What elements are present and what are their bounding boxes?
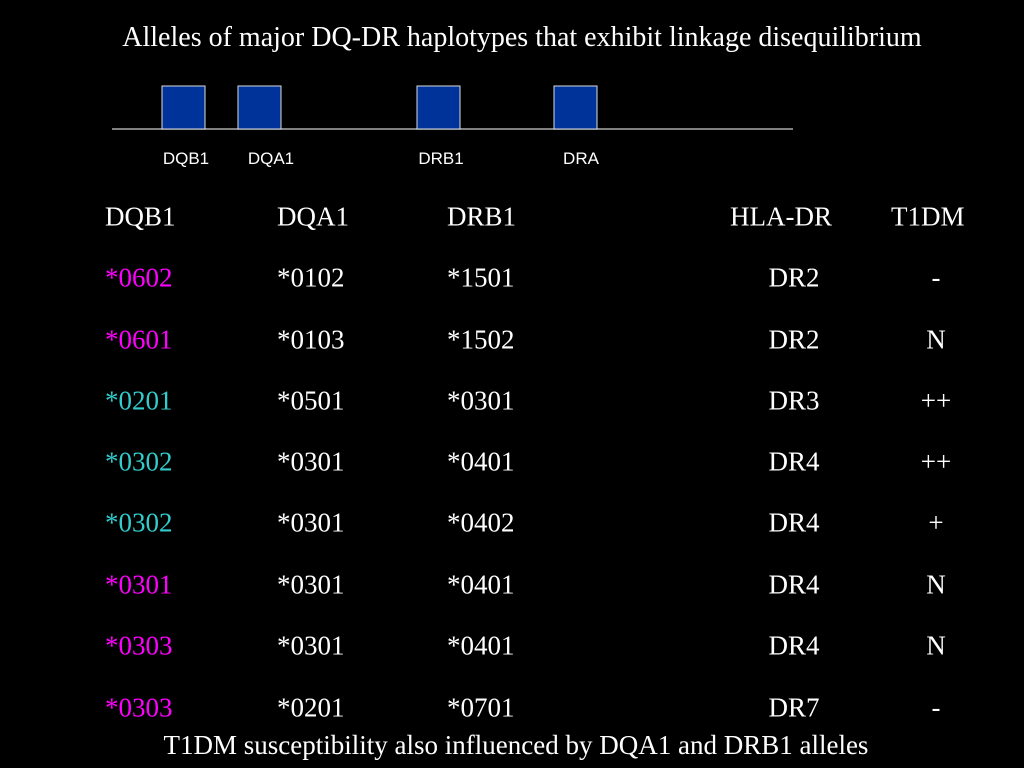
gene-box [161,85,206,130]
table-cell: *0303 [105,630,173,661]
table-cell: *0303 [105,692,173,723]
gene-label: DQB1 [163,149,209,168]
table-cell: *0402 [447,507,515,538]
table-cell: *0602 [105,262,173,293]
column-header: DQB1 [105,201,176,232]
table-cell: DR7 [768,692,820,723]
table-cell: *0201 [105,385,173,416]
table-cell: *0401 [447,630,515,661]
table-cell: DR4 [768,507,820,538]
table-cell: *1501 [447,262,515,293]
column-header: HLA-DR [730,201,832,232]
table-cell: DR4 [768,446,820,477]
column-header: T1DM [891,201,965,232]
table-cell: + [928,507,944,538]
gene-map: DQB1 DQA1 DRB1 DRA [112,85,793,168]
gene-box [237,85,282,130]
table-cell: *0301 [277,446,345,477]
table-cell: *0103 [277,324,345,355]
table-cell: *0302 [105,446,173,477]
table-cell: DR2 [768,324,820,355]
table-cell: N [926,324,946,355]
table-cell: DR2 [768,262,820,293]
table-cell: *0601 [105,324,173,355]
table-cell: *1502 [447,324,515,355]
table-cell: N [926,630,946,661]
table-cell: *0301 [447,385,515,416]
table-cell: *0302 [105,507,173,538]
gene-label: DRA [563,149,600,168]
table-cell: *0301 [277,630,345,661]
table-cell: *0301 [277,507,345,538]
table-cell: *0301 [105,569,173,600]
table-cell: *0301 [277,569,345,600]
table-cell: ++ [920,385,952,416]
gene-box [553,85,598,130]
table-cell: *0401 [447,446,515,477]
table-cell: DR3 [768,385,820,416]
table-cell: - [931,692,941,723]
table-cell: N [926,569,946,600]
table-cell: DR4 [768,630,820,661]
gene-label: DQA1 [248,149,294,168]
gene-label: DRB1 [418,149,463,168]
footnote: T1DM susceptibility also influenced by D… [163,730,869,760]
gene-box [416,85,461,130]
table-cell: ++ [920,446,952,477]
table-cell: - [931,262,941,293]
table-cell: *0401 [447,569,515,600]
table-cell: *0102 [277,262,345,293]
table-cell: DR4 [768,569,820,600]
table-cell: *0201 [277,692,345,723]
column-header: DQA1 [277,201,349,232]
column-header: DRB1 [447,201,517,232]
table-cell: *0701 [447,692,515,723]
table-cell: *0501 [277,385,345,416]
slide-title: Alleles of major DQ-DR haplotypes that e… [122,22,922,53]
